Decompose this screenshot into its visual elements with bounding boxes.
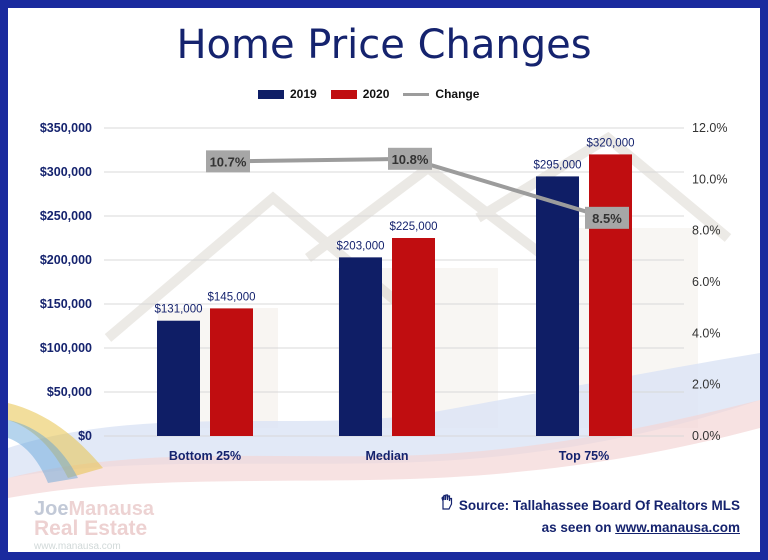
y-left-tick-label: $200,000 (40, 253, 92, 267)
change-data-label: 10.8% (392, 152, 429, 167)
legend-label-change: Change (435, 87, 480, 101)
y-right-tick-label: 6.0% (692, 275, 721, 289)
y-right-tick-label: 12.0% (692, 121, 727, 135)
legend-item-2019: 2019 (258, 87, 317, 101)
legend-label-2020: 2020 (362, 87, 390, 101)
logo-line-1: JoeManausa (34, 498, 154, 521)
bar-2020 (589, 154, 632, 436)
legend: 2019 2020 Change (258, 84, 479, 104)
source-note: Source: Tallahassee Board Of Realtors ML… (439, 494, 740, 539)
y-right-tick-label: 8.0% (692, 224, 721, 238)
bar-data-label: $225,000 (390, 221, 438, 233)
logo-line-3: www.manausa.com (34, 541, 121, 552)
y-left-tick-label: $0 (78, 429, 92, 443)
change-data-label: 8.5% (592, 211, 622, 226)
legend-item-change: Change (403, 87, 479, 101)
source-text: Source: Tallahassee Board Of Realtors ML… (458, 498, 740, 513)
legend-swatch-2019 (258, 89, 284, 99)
bar-data-label: $295,000 (534, 159, 582, 171)
x-tick-label: Top 75% (559, 449, 609, 463)
chart-plot: $0 $50,000 $100,000 $150,000 $200,000 $250,00… (40, 121, 728, 463)
y-left-tick-label: $150,000 (40, 297, 92, 311)
logo-line-2: Real Estate (34, 517, 148, 540)
bar-2019 (536, 176, 579, 436)
bar-data-label: $131,000 (155, 304, 203, 316)
logo-last-name: Manausa (68, 498, 155, 520)
legend-item-2020: 2020 (330, 87, 390, 101)
x-tick-label: Median (365, 449, 408, 463)
y-left-tick-label: $50,000 (47, 385, 92, 399)
bar-data-label: $145,000 (208, 291, 256, 303)
source-url-link[interactable]: www.manausa.com (615, 520, 740, 535)
y-right-tick-label: 2.0% (692, 378, 721, 392)
source-line-2: as seen on www.manausa.com (439, 517, 740, 539)
legend-label-2019: 2019 (290, 87, 317, 101)
chart-frame: Home Price Changes 2019 2020 Change $0 $5… (8, 8, 760, 552)
source-line-1: Source: Tallahassee Board Of Realtors ML… (439, 494, 740, 517)
bar-data-label: $320,000 (587, 137, 635, 149)
hand-pointer-icon (441, 494, 453, 510)
x-tick-label: Bottom 25% (169, 449, 241, 463)
legend-swatch-2020 (330, 89, 357, 99)
chart-title: Home Price Changes (176, 22, 592, 68)
y-left-tick-label: $350,000 (40, 121, 92, 135)
y-right-tick-label: 10.0% (692, 172, 727, 186)
bar-2019 (157, 320, 200, 436)
bar-2020 (392, 238, 435, 436)
y-right-tick-label: 0.0% (692, 429, 721, 443)
y-left-tick-label: $300,000 (40, 165, 92, 179)
logo-first-name: Joe (34, 498, 69, 520)
y-left-tick-label: $100,000 (40, 341, 92, 355)
legend-swatch-change (403, 92, 430, 96)
change-label-box (585, 206, 629, 229)
bar-2019 (339, 257, 382, 436)
change-data-label: 10.7% (210, 154, 247, 169)
y-left-tick-label: $250,000 (40, 209, 92, 223)
bar-data-label: $203,000 (337, 240, 385, 252)
y-right-tick-label: 4.0% (692, 326, 721, 340)
change-label-box (388, 147, 432, 170)
source-prefix: as seen on (541, 520, 616, 535)
change-label-box (206, 150, 250, 173)
bar-2020 (210, 308, 253, 436)
company-logo: JoeManausa Real Estate www.manausa.com (34, 498, 154, 552)
